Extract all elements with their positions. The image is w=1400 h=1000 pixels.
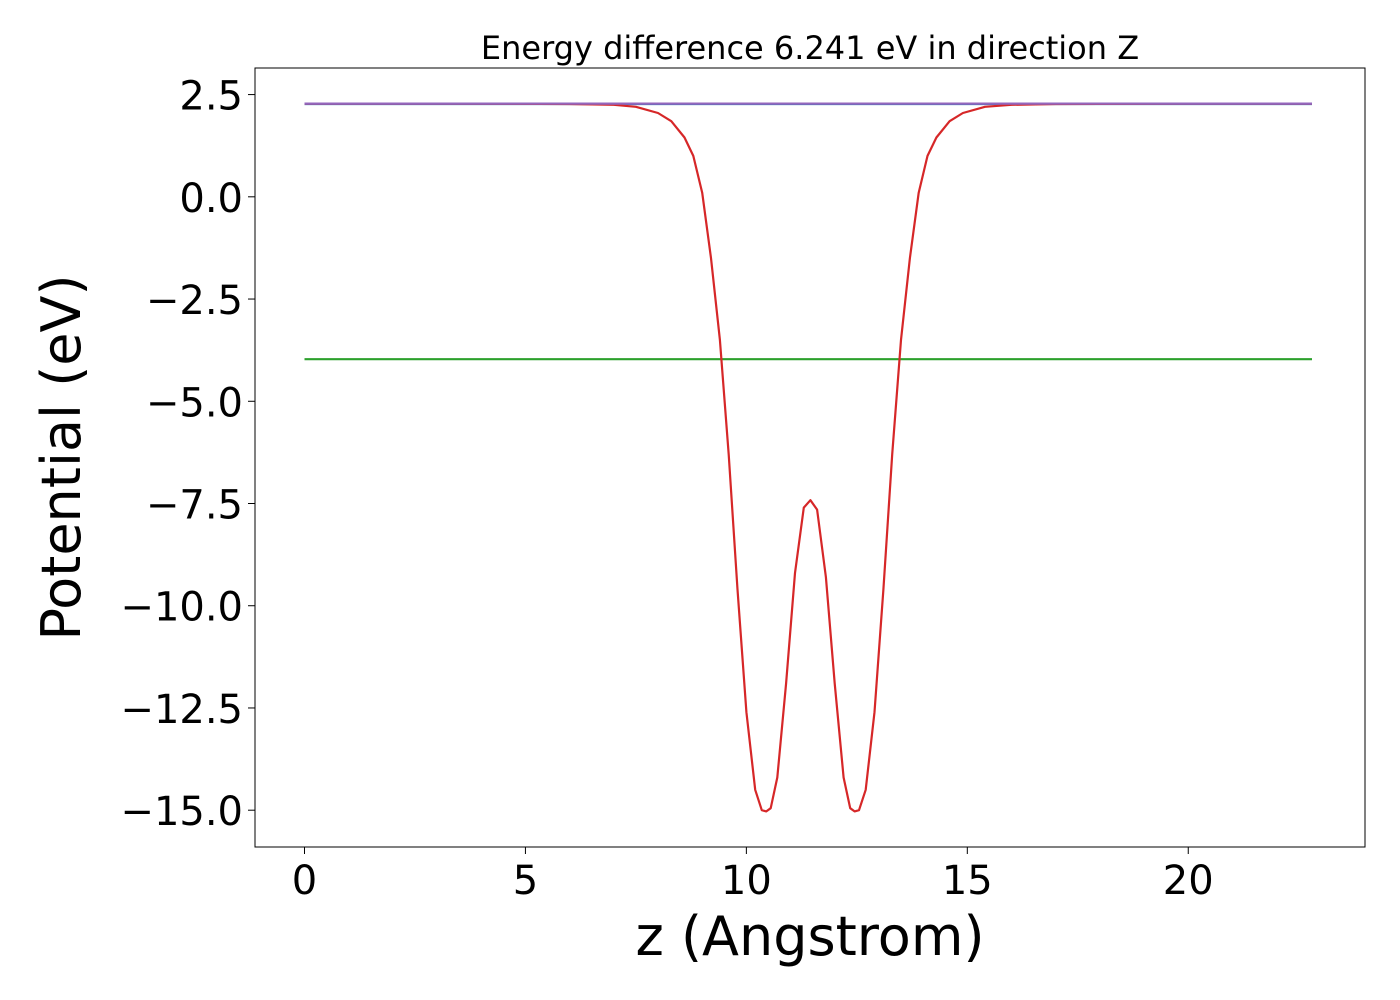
x-tick-label: 10 — [721, 858, 772, 904]
x-axis-ticks: 0 5 10 15 20 — [292, 847, 1214, 904]
y-tick-label: −7.5 — [146, 483, 243, 529]
y-axis-ticks: 2.5 0.0 −2.5 −5.0 −7.5 −10.0 −12.5 −15.0 — [120, 74, 255, 835]
y-tick-label: −2.5 — [146, 278, 243, 324]
chart-title: Energy difference 6.241 eV in direction … — [481, 29, 1139, 67]
series-line-3 — [304, 102, 1312, 813]
x-tick-label: 15 — [942, 858, 993, 904]
x-tick-label: 5 — [513, 858, 538, 904]
series-layer — [304, 102, 1312, 813]
y-tick-label: −15.0 — [120, 789, 243, 835]
x-tick-label: 20 — [1163, 858, 1214, 904]
x-tick-label: 0 — [292, 858, 317, 904]
y-tick-label: −5.0 — [146, 380, 243, 426]
plot-frame — [254, 67, 1366, 848]
y-axis-label: Potential (eV) — [30, 274, 93, 640]
y-tick-label: −12.5 — [120, 687, 243, 733]
y-tick-label: 0.0 — [179, 176, 243, 222]
x-axis-label: z (Angstrom) — [635, 905, 984, 968]
y-tick-label: 2.5 — [179, 74, 243, 120]
y-tick-label: −10.0 — [120, 585, 243, 631]
